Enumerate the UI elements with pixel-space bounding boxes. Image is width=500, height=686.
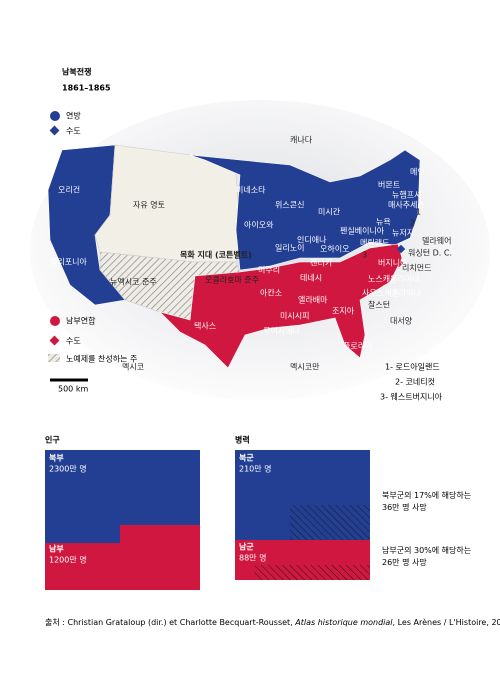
confederacy xyxy=(158,243,403,369)
map-note: 1- 로드아일랜드 xyxy=(385,362,440,372)
map-label: 인디애나 xyxy=(297,235,327,245)
map-label: 대서양 xyxy=(390,317,413,326)
note-box: 북부군의 17%에 해당하는 36만 명 사망 xyxy=(382,491,472,512)
map-label: 캘리포니아 xyxy=(50,257,87,267)
map-label: 멕시코 xyxy=(122,362,144,372)
map-note: 3- 웨스트버지니아 xyxy=(380,392,443,402)
map-label: 테네시 xyxy=(300,274,322,283)
map-label: 워싱턴 D. C. xyxy=(408,248,452,258)
map-label: 노스캐롤라이나 xyxy=(368,274,420,284)
map-label: 3 xyxy=(362,251,367,260)
map-label: 텍사스 xyxy=(194,321,216,331)
map-label: 오클라호마 준주 xyxy=(205,276,259,285)
legend-swatch xyxy=(50,316,60,326)
legend-label: 수도 xyxy=(66,337,81,346)
legend-swatch xyxy=(50,111,60,121)
map-label: 오리건 xyxy=(58,185,80,195)
confederacy-capital xyxy=(394,258,404,268)
map-label: 2 xyxy=(410,219,415,228)
legend-swatch xyxy=(49,125,60,136)
legend-label: 연방 xyxy=(66,111,81,121)
map-label: 델라웨어 xyxy=(422,236,451,246)
map-label: 매사추세츠 xyxy=(388,201,425,210)
map-label: 미네소타 xyxy=(236,186,266,195)
note-box: 남부군의 30%에 해당하는 26만 명 사망 xyxy=(382,546,472,567)
map-label: 오하이오 xyxy=(320,244,349,254)
map-label: 뉴욕 xyxy=(376,218,391,227)
north-block xyxy=(45,450,200,543)
map-label: 메릴랜드 xyxy=(360,238,389,248)
map-label: 목화 지대 (코튼벨트) xyxy=(180,250,252,260)
casualty-hatch xyxy=(255,565,370,580)
union-capital xyxy=(396,244,406,254)
casualty-hatch xyxy=(290,505,370,540)
map-label: 아칸소 xyxy=(260,288,282,298)
block-label: 남군 xyxy=(239,542,254,552)
source: 출처 : Christian Grataloup (dir.) et Charl… xyxy=(45,617,500,627)
map-label: 캐나다 xyxy=(290,136,313,145)
map-label: 메인 xyxy=(410,167,425,177)
map-label: 일리노이 xyxy=(275,243,304,253)
legend-label: 노예제를 찬성하는 주 xyxy=(66,354,137,364)
map-label: 자유 영토 xyxy=(133,200,165,210)
source-text: , Les Arènes / L'Histoire, 2023 xyxy=(393,617,500,627)
map-label: 켄터키 xyxy=(310,258,332,268)
map-label: 찰스턴 xyxy=(368,300,390,310)
block-label: 북군 xyxy=(239,453,254,463)
source-text: 출처 : Christian Grataloup (dir.) et Charl… xyxy=(45,617,295,627)
map-label: 버지니아 xyxy=(378,258,408,268)
map-label: 리치먼드 xyxy=(402,263,431,273)
south-block xyxy=(45,525,200,590)
map-label: 뉴멕시코 준주 xyxy=(110,277,157,287)
map-label: 조지아 xyxy=(332,306,355,316)
subtitle: 1861–1865 xyxy=(62,84,111,93)
block-value: 1200만 명 xyxy=(49,555,87,565)
map-label: 사우스캐롤라이나 xyxy=(362,288,422,298)
map-label: 미시시피 xyxy=(280,312,309,321)
map-label: 버몬트 xyxy=(378,180,400,190)
map-label: 펜실베이니아 xyxy=(340,226,385,236)
map-label: 루이지애나 xyxy=(263,326,300,336)
map-label: 플로리다 xyxy=(343,342,373,351)
block-value: 88만 명 xyxy=(239,553,266,563)
map-label: 미주리 xyxy=(258,266,280,275)
section-title: 인구 xyxy=(45,435,60,445)
map-label: 위스콘신 xyxy=(275,201,304,210)
map-label: 아이오와 xyxy=(244,220,274,230)
section-title: 병력 xyxy=(235,435,250,445)
map-label: 앨라배마 xyxy=(298,295,328,305)
legend-swatch xyxy=(49,335,60,346)
title: 남북전쟁 xyxy=(62,67,91,77)
legend-label: 수도 xyxy=(66,127,81,136)
army-note: 남부군의 30%에 해당하는 26만 명 사망 xyxy=(382,546,472,567)
map-note: 2- 코네티컷 xyxy=(395,377,435,387)
army-note: 북부군의 17%에 해당하는 36만 명 사망 xyxy=(382,491,472,512)
block-label: 남부 xyxy=(49,544,64,554)
map-label: 미시간 xyxy=(318,207,341,217)
block-value: 210만 명 xyxy=(239,464,272,474)
block-label: 북부 xyxy=(49,453,64,463)
map-label: 뉴햄프셔 xyxy=(392,190,421,200)
block-value: 2300만 명 xyxy=(49,464,87,474)
source-title: Atlas historique mondial xyxy=(294,618,393,627)
map-label: 멕시코만 xyxy=(290,362,320,372)
map-label: 1 xyxy=(416,208,421,217)
scale-label: 500 km xyxy=(58,385,88,394)
legend-swatch xyxy=(48,354,60,362)
map-label: 뉴저지 xyxy=(392,229,414,238)
legend-label: 남부연합 xyxy=(66,317,96,326)
